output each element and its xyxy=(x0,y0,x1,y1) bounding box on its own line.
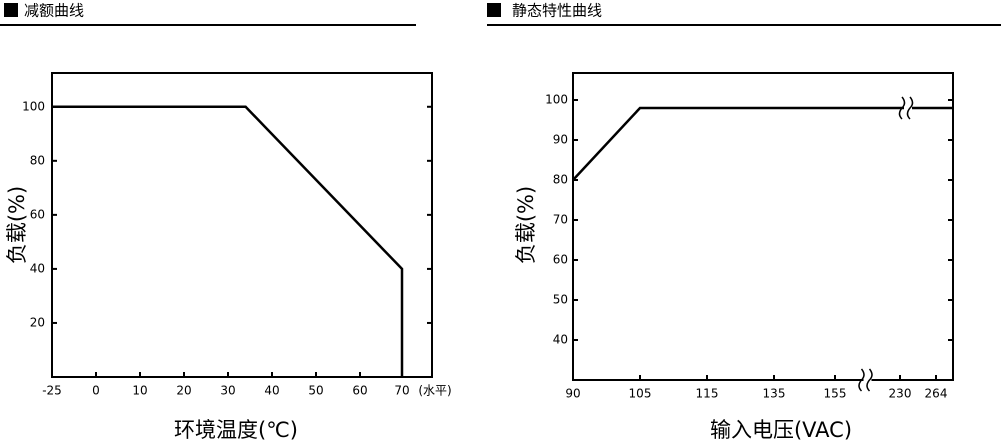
header-square xyxy=(4,3,18,17)
chart-title: 静态特性曲线 xyxy=(512,2,602,20)
y-tick-label: 50 xyxy=(553,293,568,307)
axis-break-gap xyxy=(904,98,912,118)
x-tick-label: 135 xyxy=(763,387,786,401)
axis-break-gap xyxy=(863,370,872,390)
plot-frame xyxy=(51,72,433,378)
y-axis-title: 负载(%) xyxy=(514,186,538,264)
y-axis-title: 负载(%) xyxy=(5,186,29,264)
x-tick-label: 0 xyxy=(92,384,100,398)
x-tick-label: 30 xyxy=(220,384,235,398)
x-tick-label: 50 xyxy=(308,384,323,398)
x-tick-label: 20 xyxy=(176,384,191,398)
y-tick-label: 80 xyxy=(30,153,45,167)
axis-break xyxy=(906,96,914,120)
x-tick-label: 70 xyxy=(394,384,409,398)
x-tick-label: 10 xyxy=(132,384,147,398)
axis-break xyxy=(866,368,873,392)
x-tick-label: 115 xyxy=(696,387,719,401)
axis-break xyxy=(898,96,906,120)
y-tick-label: 40 xyxy=(30,261,45,275)
y-tick-label: 60 xyxy=(30,207,45,221)
y-tick-label: 60 xyxy=(553,253,568,267)
x-axis-title: 输入电压(VAC) xyxy=(710,418,852,442)
x-tick-label: 155 xyxy=(824,387,847,401)
x-unit: (水平) xyxy=(418,384,451,398)
data-line xyxy=(572,106,953,181)
data-line xyxy=(52,105,404,377)
header-square xyxy=(487,3,501,17)
y-tick-label: 20 xyxy=(30,315,45,329)
y-tick-label: 70 xyxy=(553,213,568,227)
x-tick-label: 60 xyxy=(352,384,367,398)
y-tick-label: 90 xyxy=(553,133,568,147)
x-tick-label: 264 xyxy=(925,387,948,401)
y-tick-label: 80 xyxy=(553,173,568,187)
x-tick-label: 90 xyxy=(565,387,580,401)
y-tick-label: 100 xyxy=(22,99,45,113)
x-tick-label: 40 xyxy=(264,384,279,398)
x-axis-title: 环境温度(℃) xyxy=(174,418,298,442)
x-tick-label: 105 xyxy=(629,387,652,401)
y-tick-label: 100 xyxy=(545,93,568,107)
x-tick-label: -25 xyxy=(42,384,62,398)
y-tick-label: 40 xyxy=(553,333,568,347)
x-tick-label: 230 xyxy=(889,387,912,401)
chart-title: 减额曲线 xyxy=(24,2,84,20)
plot-frame xyxy=(572,72,954,381)
axis-break xyxy=(858,368,865,392)
